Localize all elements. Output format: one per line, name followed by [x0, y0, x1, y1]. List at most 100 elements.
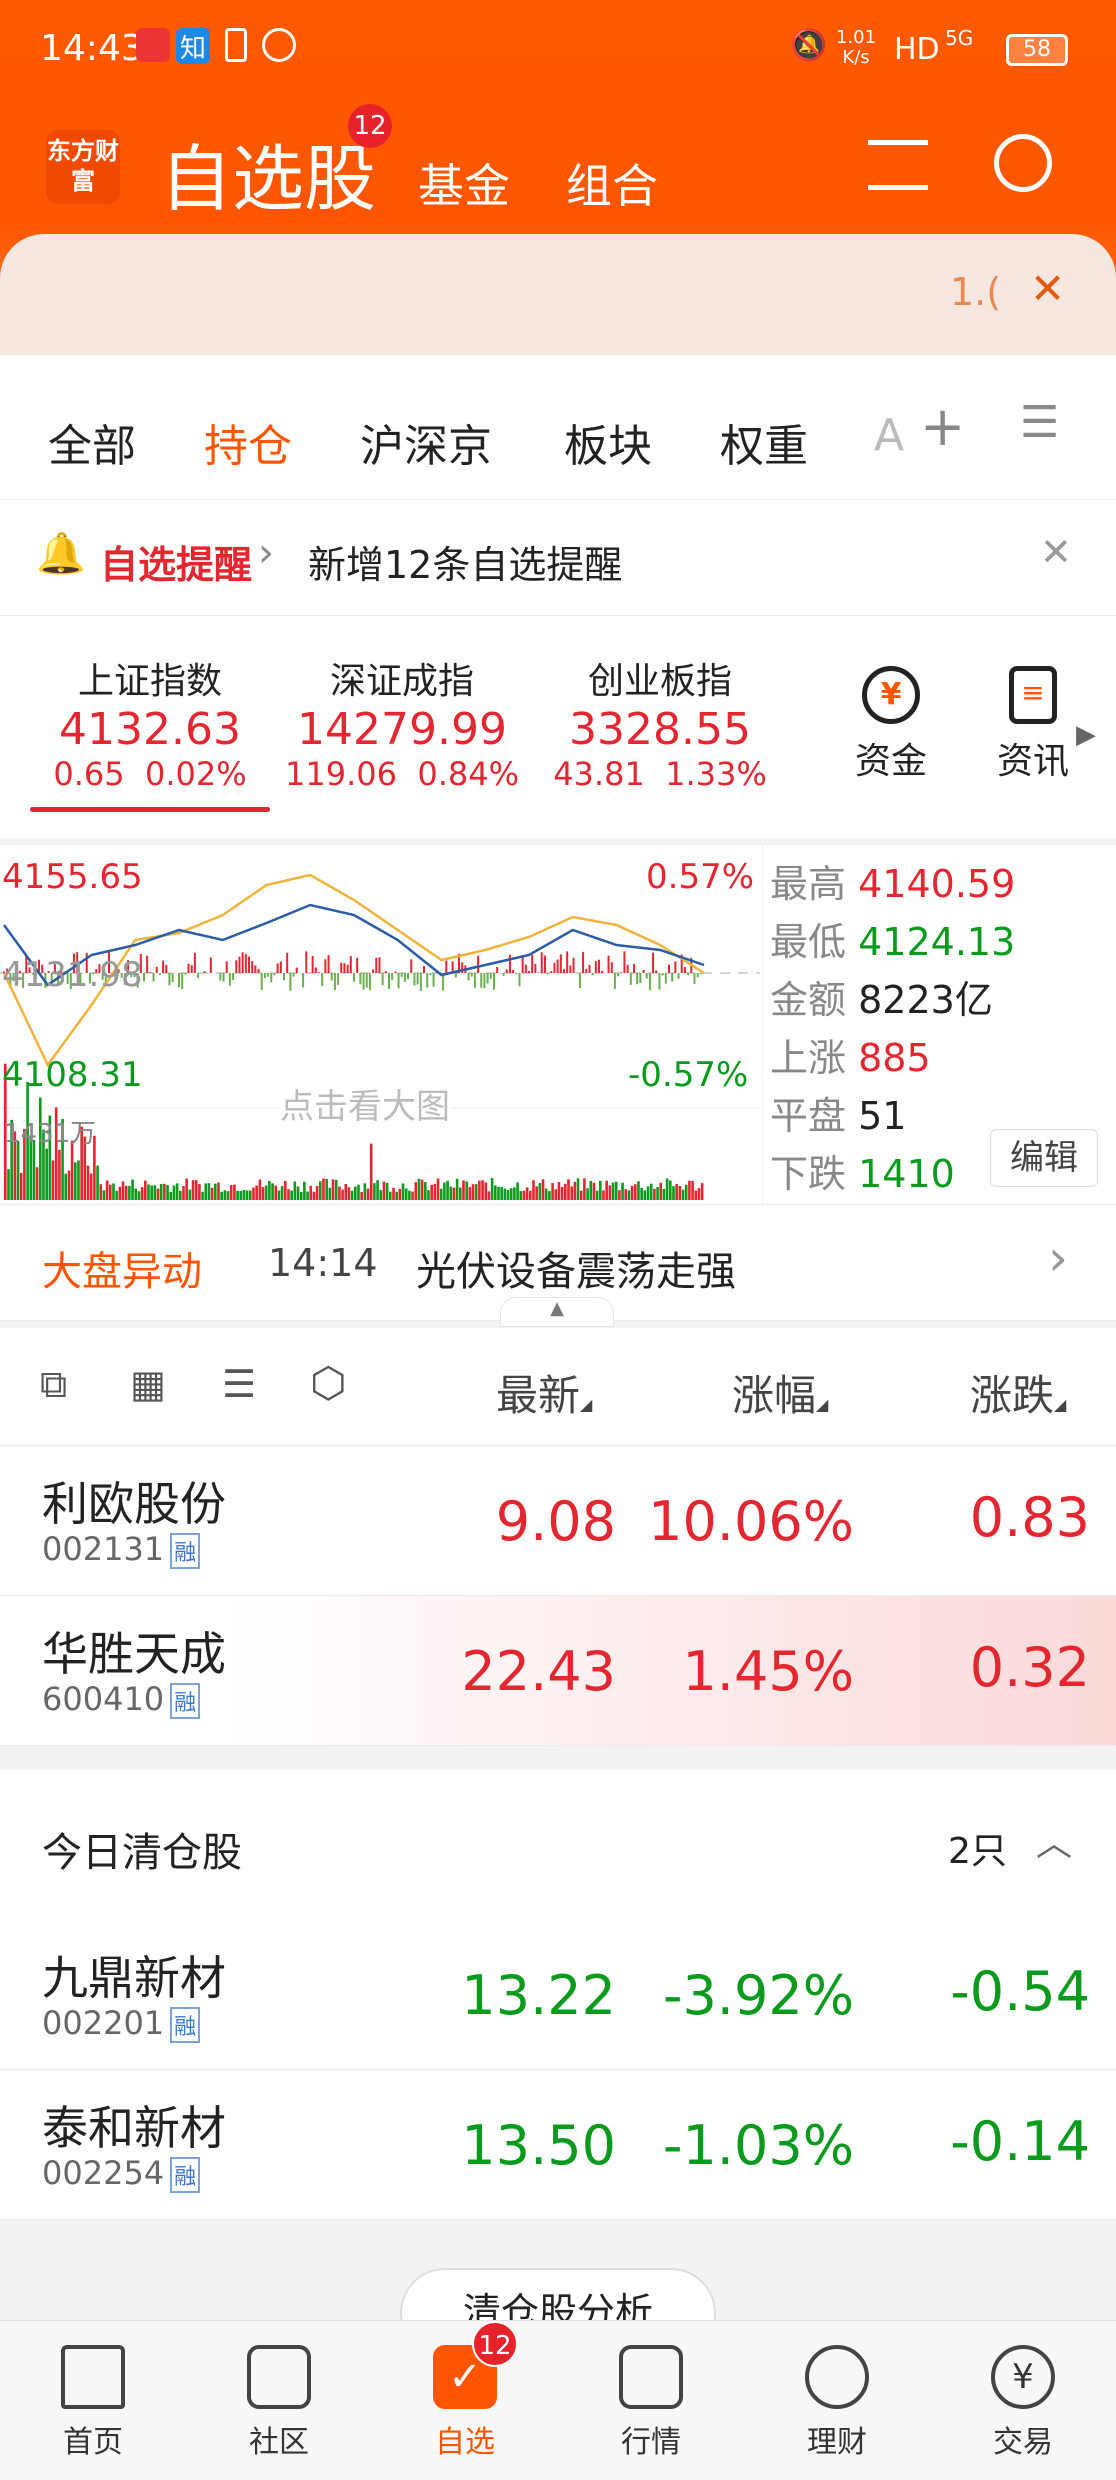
bell-icon: 🔔	[36, 531, 86, 577]
alert-bar[interactable]: 🔔 自选提醒 › 新增12条自选提醒 ✕	[0, 500, 1116, 616]
nav-watchlist[interactable]: ✓ 自选 12	[372, 2321, 558, 2461]
sort-latest[interactable]: 最新◢	[496, 1371, 593, 1420]
index-card[interactable]: 创业板指 3328.55 43.81 1.33%	[540, 652, 780, 793]
volume-bar	[67, 1170, 71, 1200]
volume-bar	[455, 1178, 459, 1200]
volume-bar	[522, 1190, 526, 1200]
stock-row[interactable]: 泰和新材 002254 融 13.50 -1.03% -0.14	[0, 2070, 1116, 2220]
volume-bar	[255, 1185, 258, 1200]
stat-label: 金额	[770, 978, 847, 1022]
volume-bar	[551, 1183, 554, 1200]
tab-fund[interactable]: 基金	[418, 159, 510, 213]
add-icon[interactable]: +	[920, 395, 966, 458]
volume-bar	[627, 1190, 631, 1200]
volume-bar	[459, 1187, 462, 1200]
alert-title: 自选提醒	[100, 543, 253, 587]
volume-bar	[109, 1184, 112, 1200]
volume-bar	[344, 1183, 348, 1200]
volume-bar	[471, 1184, 475, 1200]
search-icon[interactable]	[994, 134, 1052, 192]
index-value: 3328.55	[569, 704, 751, 755]
nav-wealth[interactable]: 理财	[744, 2345, 930, 2461]
nav-community[interactable]: 社区	[186, 2345, 372, 2461]
intraday-chart[interactable]: 4155.65 0.57% 4131.98 4108.31 -0.57% 点击看…	[0, 845, 1116, 1205]
volume-bar	[64, 1173, 68, 1200]
index-card[interactable]: 深证成指 14279.99 119.06 0.84%	[282, 652, 522, 793]
nav-label: 交易	[993, 2425, 1053, 2460]
volume-bar	[506, 1189, 510, 1200]
stock-pct: 10.06%	[648, 1490, 854, 1553]
page-title[interactable]: 自选股	[160, 137, 377, 221]
volume-bar	[544, 1188, 548, 1200]
nav-trade[interactable]: ¥ 交易	[930, 2345, 1116, 2461]
volume-bar	[105, 1180, 109, 1200]
sort-change[interactable]: 涨跌◢	[970, 1371, 1067, 1420]
cleared-header[interactable]: 今日清仓股 2只 ︿	[0, 1770, 1116, 1920]
index-card[interactable]: 上证指数 4132.63 0.65 0.02%	[30, 652, 270, 812]
volume-bar	[678, 1185, 682, 1200]
volume-bar	[662, 1188, 666, 1200]
volume-bar	[583, 1178, 586, 1200]
close-icon[interactable]: ✕	[1030, 264, 1066, 313]
speed-unit: K/s	[842, 47, 870, 68]
volume-bar	[207, 1183, 211, 1200]
chevron-up-icon[interactable]: ︿	[1036, 1823, 1073, 1864]
volume-bar	[290, 1190, 293, 1200]
scroll-right-icon[interactable]: ▶	[1076, 720, 1096, 750]
volume-bar	[427, 1190, 430, 1200]
layout-icon[interactable]: ⧉	[40, 1362, 68, 1406]
volume-bar	[389, 1191, 392, 1200]
volume-bar	[99, 1184, 103, 1200]
volume-bar	[35, 1167, 39, 1200]
settings-icon[interactable]: ⬡	[310, 1358, 347, 1407]
volume-bar	[124, 1185, 128, 1200]
menu-icon[interactable]: ☰	[1020, 397, 1060, 448]
close-icon[interactable]: ✕	[1040, 530, 1072, 574]
stat-value: 4140.59	[858, 862, 1016, 906]
volume-bar	[61, 1119, 64, 1200]
tab-all[interactable]: 全部	[48, 421, 136, 472]
tab-sector[interactable]: 板块	[564, 421, 652, 472]
volume-bar	[341, 1189, 344, 1200]
promo-banner[interactable]: 1.( ✕	[0, 234, 1116, 360]
nav-home[interactable]: 首页	[0, 2345, 186, 2461]
volume-bar	[433, 1183, 437, 1200]
funds-shortcut[interactable]: ¥ 资金	[846, 666, 936, 784]
tab-hs[interactable]: 沪深京	[360, 421, 492, 472]
settings-menu-icon[interactable]	[868, 140, 928, 190]
volume-bar	[303, 1181, 306, 1200]
volume-bar	[4, 1063, 7, 1200]
edit-button[interactable]: 编辑	[990, 1129, 1098, 1187]
volume-bar	[350, 1190, 354, 1200]
nav-market[interactable]: 行情	[558, 2345, 744, 2461]
stock-row[interactable]: 华胜天成 600410 融 22.43 1.45% 0.32	[0, 1596, 1116, 1746]
tab-holdings[interactable]: 持仓	[204, 421, 292, 472]
news-shortcut[interactable]: ≡ 资讯	[988, 666, 1078, 784]
list-icon[interactable]: ☰	[222, 1362, 257, 1406]
market-move-bar[interactable]: 大盘异动 14:14 光伏设备震荡走强 › ▲	[0, 1205, 1116, 1327]
notification-badge: 12	[348, 104, 392, 148]
margin-badge: 融	[170, 2157, 201, 2193]
volume-bar	[424, 1182, 427, 1200]
volume-bar	[182, 1185, 185, 1200]
tab-a-share[interactable]: A	[874, 410, 905, 461]
collapse-icon[interactable]: ▲	[500, 1297, 614, 1327]
tab-portfolio[interactable]: 组合	[566, 159, 658, 213]
volume-bar	[373, 1183, 376, 1200]
volume-bar	[296, 1186, 300, 1200]
market-move-label: 大盘异动	[42, 1249, 202, 1295]
volume-bar	[395, 1191, 398, 1200]
sort-pct[interactable]: 涨幅◢	[732, 1371, 829, 1420]
grid-icon[interactable]: ▦	[130, 1362, 166, 1406]
stock-change: 0.32	[969, 1636, 1090, 1699]
volume-bar	[140, 1187, 144, 1200]
tab-weight[interactable]: 权重	[720, 421, 808, 472]
volume-bar	[653, 1188, 656, 1200]
news-icon: ≡	[1009, 666, 1057, 724]
volume-bar	[166, 1185, 169, 1200]
volume-bar	[484, 1182, 488, 1200]
alert-text: 新增12条自选提醒	[308, 543, 623, 587]
stock-row[interactable]: 利欧股份 002131 融 9.08 10.06% 0.83	[0, 1446, 1116, 1596]
volume-bar	[376, 1180, 379, 1200]
stock-row[interactable]: 九鼎新材 002201 融 13.22 -3.92% -0.54	[0, 1920, 1116, 2070]
